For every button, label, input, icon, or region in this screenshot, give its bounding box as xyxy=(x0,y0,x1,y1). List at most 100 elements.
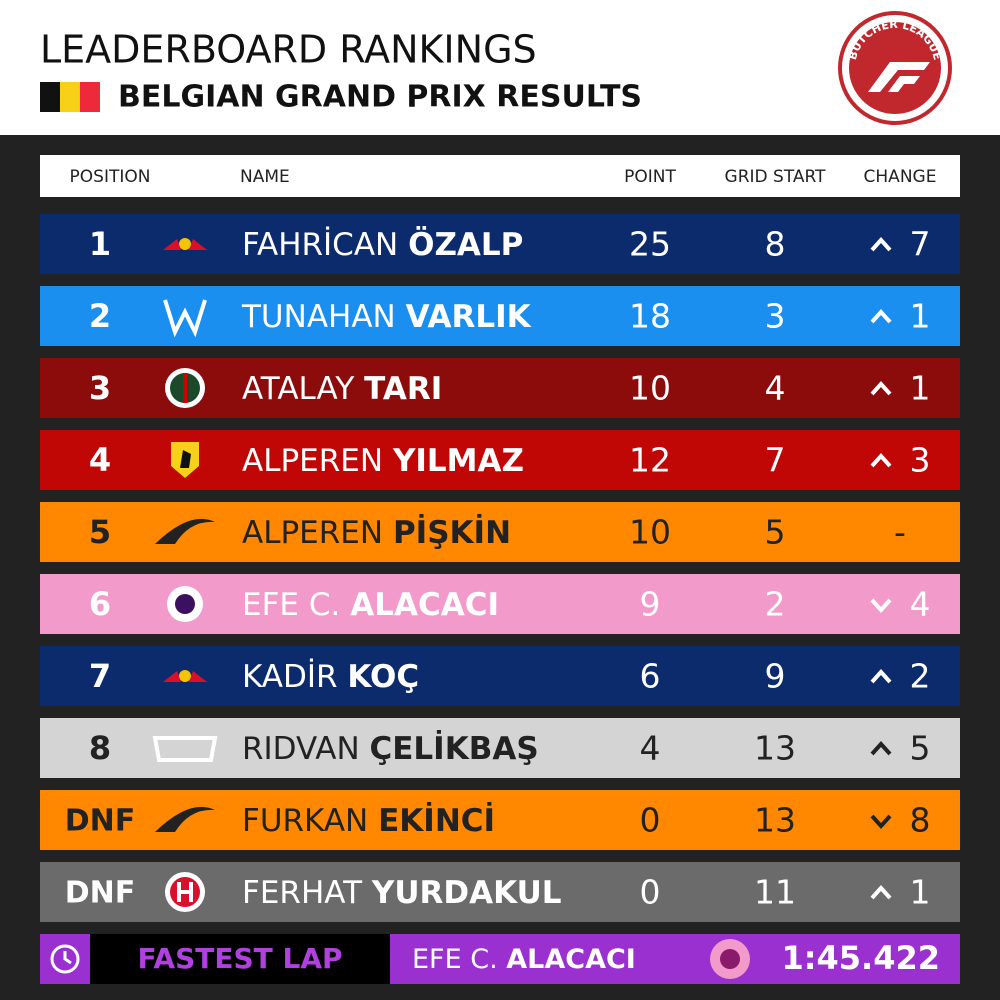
fastest-time: 1:45.422 xyxy=(781,939,940,977)
grid-start: 13 xyxy=(754,801,796,840)
last-name: ALACACI xyxy=(506,944,636,975)
position: DNF xyxy=(65,804,136,839)
change: - xyxy=(894,513,906,552)
team-logo xyxy=(152,736,218,762)
first-name: ATALAY xyxy=(242,371,354,407)
first-name: RIDVAN xyxy=(242,731,360,767)
point: 10 xyxy=(629,513,671,552)
first-name: EFE C. xyxy=(412,944,498,975)
last-name: PİŞKİN xyxy=(393,515,511,551)
fastest-label: FASTEST LAP xyxy=(137,942,342,975)
first-name: EFE C. xyxy=(242,587,340,623)
change-arrow xyxy=(870,309,892,324)
first-name: FAHRİCAN xyxy=(242,227,398,263)
last-name: ALACACI xyxy=(350,587,499,623)
grid-start: 4 xyxy=(765,369,786,408)
point: 4 xyxy=(640,729,661,768)
last-name: TARI xyxy=(364,371,442,407)
columns: POSITION NAME POINT GRID START CHANGE xyxy=(70,167,937,187)
team-logo xyxy=(163,299,207,338)
fastest-driver: EFE C. ALACACI xyxy=(412,944,636,975)
position: 6 xyxy=(89,585,111,623)
clock-icon xyxy=(63,951,72,965)
column-header: GRID START xyxy=(725,167,827,187)
row: DNF FURKAN EKİNCİ 0 13 8 xyxy=(40,790,960,850)
change: 1 xyxy=(910,369,931,408)
first-name: FURKAN xyxy=(242,803,368,839)
column-header: NAME xyxy=(240,167,290,187)
change: 5 xyxy=(910,729,931,768)
point: 18 xyxy=(629,297,671,336)
first-name: ALPEREN xyxy=(242,443,383,479)
header-bg xyxy=(0,0,1000,135)
clock-icon xyxy=(50,944,80,974)
row: 8 RIDVAN ÇELİKBAŞ 4 13 5 xyxy=(40,718,960,778)
change-arrow xyxy=(870,237,892,252)
change: 4 xyxy=(910,585,931,624)
driver-name: ATALAY TARI xyxy=(242,371,442,407)
team-logo xyxy=(163,671,207,682)
row-bg xyxy=(40,502,960,562)
row: 2 TUNAHAN VARLIK 18 3 1 xyxy=(40,286,960,346)
change-arrow xyxy=(870,453,892,468)
change: 8 xyxy=(910,801,931,840)
change-arrow xyxy=(870,381,892,396)
last-name: VARLIK xyxy=(406,299,532,335)
change-arrow xyxy=(870,669,892,684)
position: 4 xyxy=(89,441,111,479)
team-logo xyxy=(179,670,191,682)
row: 3 ATALAY TARI 10 4 1 xyxy=(40,358,960,418)
column-header: POSITION xyxy=(70,167,151,187)
change-arrow xyxy=(870,741,892,756)
row: 1 FAHRİCAN ÖZALP 25 8 7 xyxy=(40,214,960,274)
change: 2 xyxy=(910,657,931,696)
column-header: POINT xyxy=(624,167,676,187)
row-bg xyxy=(40,790,960,850)
row: DNF FERHAT YURDAKUL 0 11 1 xyxy=(40,862,960,922)
point: 0 xyxy=(640,873,661,912)
rows: 1 FAHRİCAN ÖZALP 25 8 7 2 TUNAHAN VARLIK 18 3 13 A… xyxy=(40,214,960,922)
team-logo xyxy=(175,594,195,614)
change: 7 xyxy=(910,225,931,264)
grid-start: 11 xyxy=(754,873,796,912)
flag xyxy=(40,82,60,112)
team-logo xyxy=(155,806,215,832)
driver-name: FERHAT YURDAKUL xyxy=(242,875,562,911)
driver-name: ALPEREN YILMAZ xyxy=(242,443,524,479)
grid-start: 7 xyxy=(765,441,786,480)
row: 6 EFE C. ALACACI 9 2 4 xyxy=(40,574,960,634)
point: 10 xyxy=(629,369,671,408)
driver-name: FURKAN EKİNCİ xyxy=(242,803,495,839)
position: DNF xyxy=(65,876,136,911)
first-name: KADİR xyxy=(242,659,338,695)
position: 8 xyxy=(89,729,111,767)
grid-start: 3 xyxy=(765,297,786,336)
driver-name: FAHRİCAN ÖZALP xyxy=(242,226,523,263)
point: 6 xyxy=(640,657,661,696)
last-name: EKİNCİ xyxy=(378,803,495,839)
title: LEADERBOARD RANKINGS xyxy=(40,28,537,72)
position: 7 xyxy=(89,657,111,695)
change-arrow xyxy=(870,885,892,900)
row: 7 KADİR KOÇ 6 9 2 xyxy=(40,646,960,706)
team-logo xyxy=(179,238,191,250)
row: 5 ALPEREN PİŞKİN 10 5 - xyxy=(40,502,960,562)
last-name: ÇELİKBAŞ xyxy=(370,731,539,767)
position: 3 xyxy=(89,369,111,407)
last-name: ÖZALP xyxy=(408,226,523,263)
first-name: ALPEREN xyxy=(242,515,383,551)
grid-start: 5 xyxy=(765,513,786,552)
driver-name: RIDVAN ÇELİKBAŞ xyxy=(242,731,539,767)
point: 25 xyxy=(629,225,671,264)
team-logo xyxy=(163,239,207,250)
driver-name: KADİR KOÇ xyxy=(242,659,419,695)
position: 5 xyxy=(89,513,111,551)
f1-mark xyxy=(868,62,930,92)
team-logo xyxy=(177,882,193,902)
fastest-box xyxy=(390,934,960,984)
change-arrow xyxy=(870,814,892,829)
last-name: KOÇ xyxy=(347,659,419,695)
first-name: TUNAHAN xyxy=(241,299,396,335)
